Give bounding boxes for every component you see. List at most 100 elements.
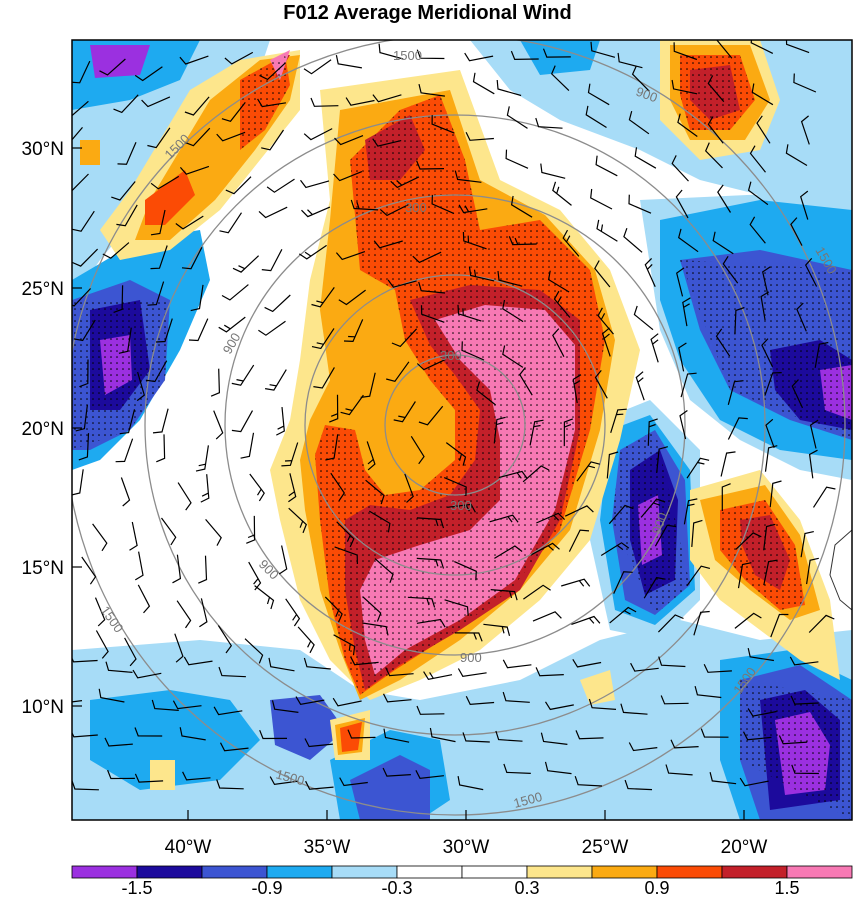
wind-barb bbox=[200, 474, 210, 503]
wind-barb bbox=[104, 737, 133, 747]
wind-barb bbox=[677, 113, 698, 137]
wind-barb bbox=[608, 504, 634, 525]
wind-barb bbox=[476, 381, 497, 406]
wind-barb bbox=[418, 83, 445, 97]
wind-barb bbox=[523, 584, 551, 600]
wind-barb bbox=[691, 519, 703, 547]
wind-barb bbox=[572, 658, 602, 668]
wind-barb bbox=[416, 618, 446, 628]
wind-barb bbox=[303, 657, 331, 670]
wind-barb bbox=[683, 498, 698, 525]
wind-barb bbox=[129, 521, 138, 551]
wind-barb bbox=[502, 345, 524, 368]
wind-barb bbox=[92, 523, 108, 552]
wind-barb bbox=[268, 657, 295, 672]
wind-barb bbox=[596, 219, 618, 242]
wind-barb bbox=[563, 418, 574, 447]
colorbar-box bbox=[461, 865, 528, 879]
wind-barb bbox=[210, 368, 221, 397]
wind-barb bbox=[372, 138, 402, 147]
wind-barb bbox=[694, 685, 722, 699]
wind-barb bbox=[124, 637, 137, 667]
wind-barb bbox=[809, 419, 819, 449]
colorbar-label: 1.5 bbox=[774, 878, 799, 898]
colorbar-label: 0.3 bbox=[514, 878, 539, 898]
wind-barb bbox=[182, 771, 211, 781]
wind-barb bbox=[365, 479, 385, 505]
lat-tick-label: 30°N bbox=[22, 139, 64, 160]
wind-barb bbox=[675, 189, 689, 219]
wind-barb bbox=[152, 408, 169, 434]
colorbar-box bbox=[331, 865, 398, 879]
wind-barb bbox=[590, 41, 616, 58]
wind-barb bbox=[288, 473, 297, 503]
wind-barb bbox=[704, 142, 723, 169]
wind-barb bbox=[378, 43, 404, 60]
wind-barb bbox=[576, 461, 600, 482]
wind-barb bbox=[634, 147, 657, 169]
wind-barb bbox=[94, 597, 106, 627]
wind-barb bbox=[444, 599, 469, 616]
wind-barb bbox=[644, 257, 656, 287]
wind-barb bbox=[445, 442, 467, 466]
wind-barb bbox=[531, 542, 560, 556]
lat-tick-label: 10°N bbox=[22, 697, 64, 718]
wind-barb bbox=[508, 236, 537, 246]
wind-barb bbox=[172, 554, 182, 584]
wind-barb bbox=[588, 698, 617, 710]
wind-barb bbox=[624, 779, 653, 791]
colorbar-box bbox=[266, 865, 333, 879]
wind-barb bbox=[221, 102, 246, 122]
wind-barb bbox=[72, 731, 98, 738]
wind-barb bbox=[468, 266, 495, 282]
contour-label: 300 bbox=[405, 200, 427, 215]
wind-barb bbox=[800, 115, 810, 145]
wind-barb bbox=[102, 242, 130, 259]
wind-barb bbox=[161, 517, 177, 546]
wind-barb bbox=[628, 194, 652, 214]
wind-barb bbox=[258, 206, 288, 219]
wind-barb bbox=[72, 288, 92, 307]
wind-barb bbox=[107, 769, 135, 780]
wind-barb bbox=[429, 727, 456, 743]
colorbar-label: -0.9 bbox=[251, 878, 282, 898]
wind-barb bbox=[175, 215, 204, 230]
colorbar-labels: -1.5 -0.9 -0.3 0.3 0.9 1.5 bbox=[121, 878, 799, 898]
wind-barb bbox=[72, 248, 99, 267]
wind-barb bbox=[181, 247, 203, 270]
map-frame bbox=[71, 39, 853, 821]
wind-barb bbox=[457, 775, 484, 791]
wind-barb bbox=[111, 181, 136, 201]
wind-barb bbox=[150, 245, 168, 270]
lon-axis: 40°W 35°W 30°W 25°W 20°W bbox=[165, 810, 767, 858]
wind-barb bbox=[457, 304, 482, 322]
wind-barb bbox=[686, 457, 710, 479]
wind-barb bbox=[172, 700, 202, 710]
distance-contour bbox=[144, 114, 766, 736]
contour-label: 900 bbox=[460, 650, 482, 665]
wind-barb bbox=[495, 730, 523, 742]
wind-barb bbox=[190, 284, 204, 312]
wind-barb bbox=[78, 433, 90, 461]
wind-barb bbox=[119, 409, 136, 435]
wind-barb bbox=[391, 328, 418, 348]
wind-barb bbox=[496, 79, 522, 97]
wind-barb bbox=[266, 178, 295, 193]
wind-barb bbox=[737, 562, 752, 589]
wind-barb bbox=[751, 83, 774, 106]
wind-barb bbox=[595, 155, 618, 177]
wind-barb bbox=[564, 505, 594, 517]
wind-barb bbox=[498, 470, 528, 479]
wind-barb bbox=[423, 671, 453, 680]
wind-barb bbox=[657, 614, 684, 633]
wind-barb bbox=[601, 327, 611, 357]
wind-barb bbox=[542, 48, 571, 58]
wind-barb bbox=[806, 557, 819, 585]
wind-barb bbox=[552, 328, 565, 357]
wind-barb bbox=[151, 699, 179, 711]
wind-barb bbox=[134, 773, 164, 783]
wind-barb bbox=[407, 596, 436, 608]
wind-barb bbox=[707, 75, 725, 103]
negative-wind-dark bbox=[72, 45, 852, 820]
wind-barb bbox=[188, 318, 209, 342]
